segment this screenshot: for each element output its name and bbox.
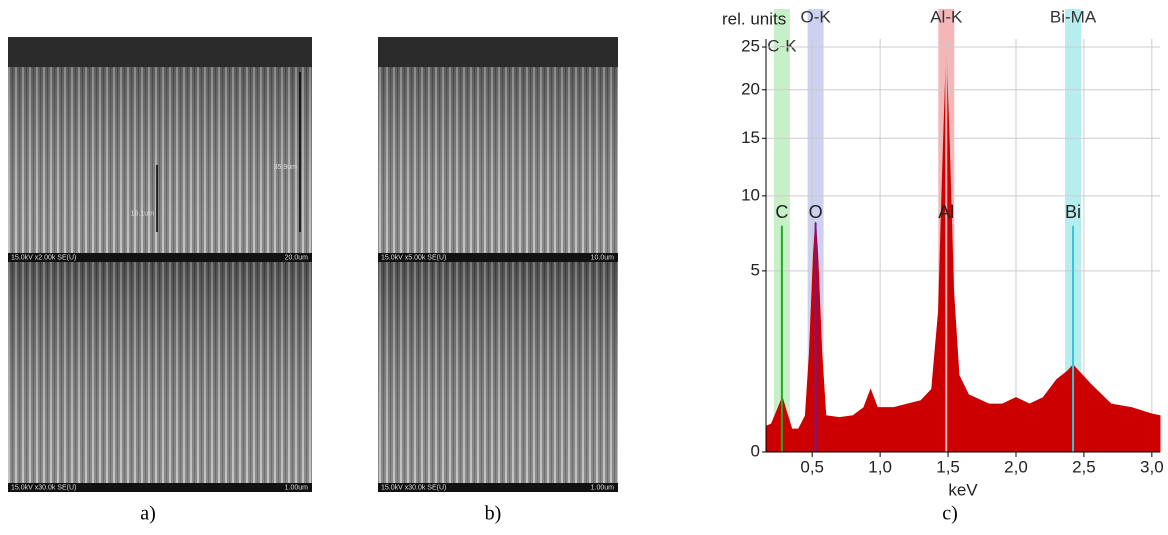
peak-label: Bi [1065, 202, 1081, 222]
y-tick-label: 0 [751, 441, 760, 460]
sem-scale: 10.0um [591, 254, 615, 261]
spectrum-chart: C-KO-K Al-K Bi-MA 0,5 1,0 1,5 2,0 2,5 3,0 0 5 10 15 2… [722, 7, 1164, 524]
y-tick-label: 20 [741, 79, 760, 98]
sem-shade [8, 37, 312, 262]
sem-info-bar [378, 253, 618, 262]
peak-label: C [775, 202, 788, 222]
panel-caption: c) [942, 503, 958, 525]
peak-band-label: O-K [800, 7, 831, 26]
sem-shade [378, 262, 618, 492]
peak-band-label: Bi-MA [1050, 7, 1097, 26]
sem-info-bar [378, 483, 618, 492]
sem-scale: 1.00um [285, 484, 309, 491]
peak-label: O [809, 202, 823, 222]
measure-label: 35.9um [274, 164, 298, 171]
x-tick-label: 1,5 [936, 457, 960, 476]
x-tick-label: 0,5 [800, 457, 824, 476]
sem-top-layer [8, 37, 312, 67]
sem-shade [378, 37, 618, 262]
x-tick-label: 2,0 [1004, 457, 1028, 476]
panel-caption: b) [485, 503, 502, 525]
x-tick-label: 1,0 [868, 457, 892, 476]
y-tick-label: 15 [741, 128, 760, 147]
peak-band-label: Al-K [930, 7, 963, 26]
spectrum-area [765, 56, 1161, 453]
y-tick-label: 25 [741, 37, 760, 56]
x-axis-label: keV [948, 480, 978, 499]
y-tick-label: 5 [751, 260, 760, 279]
sem-info: 15.0kV x30.0k SE(U) [11, 484, 76, 491]
sem-info: 15.0kV x30.0k SE(U) [381, 484, 446, 491]
peak-label: Al [938, 202, 954, 222]
sem-scale: 1.00um [591, 484, 615, 491]
sem-top-layer [378, 37, 618, 67]
peak-band-label: C-K [767, 36, 797, 55]
x-tick-label: 2,5 [1072, 457, 1096, 476]
sem-info: 15.0kV x5.00k SE(U) [381, 254, 446, 261]
sem-info-bar [8, 253, 312, 262]
panel-caption: a) [140, 503, 156, 525]
sem-info-bar [8, 483, 312, 492]
y-axis-label: rel. units [722, 9, 786, 28]
sem-images: 15.0kV x2.00k SE(U) 20.0um 35.9um 16.1um 15.… [8, 37, 618, 525]
x-tick-label: 3,0 [1140, 457, 1164, 476]
measure-label: 16.1um [131, 210, 155, 217]
sem-info: 15.0kV x2.00k SE(U) [11, 254, 76, 261]
sem-shade [8, 262, 312, 492]
sem-scale: 20.0um [285, 254, 309, 261]
y-tick-label: 10 [741, 185, 760, 204]
